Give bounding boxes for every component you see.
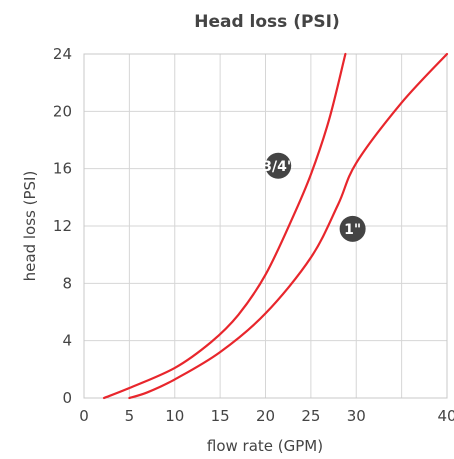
- x-tick-label: 15: [211, 407, 230, 425]
- x-tick-label: 10: [165, 407, 184, 425]
- y-tick-label: 16: [53, 160, 72, 178]
- x-tick-label: 40: [437, 407, 454, 425]
- series-labels: 3/4" 1": [262, 152, 366, 242]
- series-line-1: [128, 52, 449, 400]
- x-tick-label: 30: [347, 407, 366, 425]
- x-tick-label: 0: [79, 407, 89, 425]
- series-label-text: 3/4": [262, 159, 294, 175]
- y-tick-label: 4: [62, 332, 72, 350]
- series-label-text: 1": [344, 222, 361, 238]
- x-axis-label: flow rate (GPM): [207, 437, 323, 455]
- y-tick-label: 8: [62, 274, 72, 292]
- y-tick-label: 24: [53, 45, 72, 63]
- x-tick-label: 5: [125, 407, 135, 425]
- x-tick-label: 20: [256, 407, 275, 425]
- plot-frame: [83, 53, 448, 399]
- badge-circle: [339, 215, 366, 242]
- y-axis-label: head loss (PSI): [21, 171, 39, 282]
- chart-title: Head loss (PSI): [194, 12, 340, 32]
- x-tick-label: 25: [301, 407, 320, 425]
- tick-labels: 0 5 10 15 20 25 30 40 0 4 8 12 16 20 24: [53, 45, 454, 425]
- y-tick-label: 20: [53, 102, 72, 120]
- grid: [83, 53, 448, 399]
- series-line-0: [102, 52, 347, 400]
- badge-circle: [265, 152, 292, 179]
- series-label-badge-0: 3/4": [262, 152, 294, 179]
- y-tick-label: 0: [62, 389, 72, 407]
- series-layer: [102, 52, 449, 400]
- series-label-badge-1: 1": [339, 215, 366, 242]
- y-tick-label: 12: [53, 217, 72, 235]
